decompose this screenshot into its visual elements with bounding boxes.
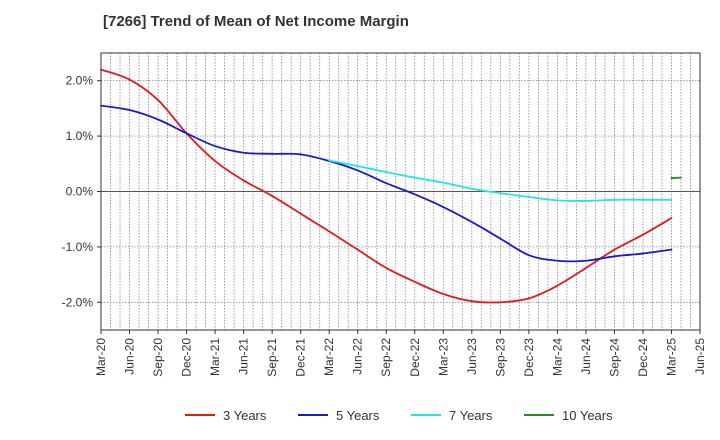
series-line-5-years <box>100 104 673 263</box>
x-tick-label: Dec-24 <box>636 338 650 377</box>
x-tick-label: Dec-23 <box>522 338 536 377</box>
x-tick-label: Jun-25 <box>693 338 707 375</box>
x-tick-label: Sep-21 <box>265 338 279 377</box>
legend-label-3-years: 3 Years <box>223 408 267 423</box>
series-line-7-years <box>328 159 673 202</box>
x-tick-label: Jun-21 <box>237 338 251 375</box>
x-tick-label: Sep-24 <box>607 338 621 377</box>
x-tick-label: Sep-23 <box>493 338 507 377</box>
x-tick-label: Mar-20 <box>94 338 108 376</box>
x-tick-label: Dec-21 <box>294 338 308 377</box>
x-tick-label: Jun-22 <box>351 338 365 375</box>
y-tick-label: 2.0% <box>66 74 94 88</box>
y-tick-label: -1.0% <box>62 240 94 254</box>
legend-label-7-years: 7 Years <box>449 408 493 423</box>
x-tick-label: Dec-22 <box>408 338 422 377</box>
x-tick-label: Mar-25 <box>664 338 678 376</box>
legend-label-10-years: 10 Years <box>562 408 613 423</box>
x-tick-label: Mar-21 <box>208 338 222 376</box>
x-tick-label: Dec-20 <box>180 338 194 377</box>
axis-layer: 2.0% 1.0% 0.0% -1.0% -2.0% Mar-20 Jun-20 Sep-20… <box>62 74 707 377</box>
x-tick-label: Jun-20 <box>123 338 137 375</box>
chart-title: [7266] Trend of Mean of Net Income Margi… <box>103 13 409 30</box>
series-layer <box>100 68 682 304</box>
y-tick-label: 0.0% <box>66 185 94 199</box>
series-line-3-years <box>100 68 673 304</box>
grid-layer <box>101 53 700 330</box>
x-tick-label: Mar-23 <box>436 338 450 376</box>
legend-label-5-years: 5 Years <box>336 408 380 423</box>
y-tick-label: 1.0% <box>66 129 94 143</box>
series-line-10-years <box>670 176 682 180</box>
legend: 3 Years 5 Years 7 Years 10 Years <box>185 408 613 423</box>
x-tick-label: Jun-23 <box>465 338 479 375</box>
x-tick-label: Sep-20 <box>151 338 165 377</box>
x-tick-label: Mar-24 <box>550 338 564 376</box>
y-tick-label: -2.0% <box>62 295 94 309</box>
x-tick-label: Sep-22 <box>379 338 393 377</box>
x-tick-label: Mar-22 <box>322 338 336 376</box>
x-tick-label: Jun-24 <box>579 338 593 375</box>
